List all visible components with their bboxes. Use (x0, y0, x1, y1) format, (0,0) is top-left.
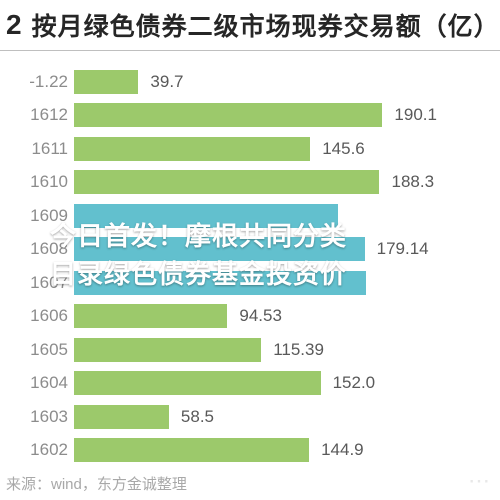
bar-value-label: 188.3 (391, 172, 434, 192)
y-axis-label: 1604 (0, 373, 74, 393)
y-axis-label: 1603 (0, 407, 74, 427)
bar (74, 438, 309, 462)
bar-value-label: 58.5 (181, 407, 214, 427)
bar-zone: 145.6 (74, 132, 500, 166)
bar-zone: 152.0 (74, 367, 500, 401)
y-axis-label: 1610 (0, 172, 74, 192)
chart-row: 1610 188.3 (0, 166, 500, 200)
y-axis-label: -1.22 (0, 72, 74, 92)
y-axis-label: 1602 (0, 440, 74, 460)
overlay-line-1: 今日首发！摩根共同分类 (50, 218, 450, 256)
bar-value-label: 144.9 (321, 440, 364, 460)
bar-zone: 58.5 (74, 400, 500, 434)
bar-value-label: 115.39 (273, 340, 324, 360)
chart-row: 1602 144.9 (0, 434, 500, 468)
header-index: 2 (6, 9, 22, 41)
bar-value-label: 145.6 (322, 139, 365, 159)
chart-header: 2 按月绿色债券二级市场现券交易额（亿） (0, 0, 500, 50)
chart-row: 1612 190.1 (0, 99, 500, 133)
bar-value-label: 39.7 (150, 72, 183, 92)
bar (74, 70, 138, 94)
chart-row: 1611 145.6 (0, 132, 500, 166)
chart-row: -1.22 39.7 (0, 65, 500, 99)
bar (74, 304, 227, 328)
y-axis-label: 1605 (0, 340, 74, 360)
chart-row: 1606 94.53 (0, 300, 500, 334)
bar (74, 338, 261, 362)
bar (74, 137, 310, 161)
overlay-headline: 今日首发！摩根共同分类 目录绿色债券基金投资价 (50, 218, 450, 293)
bar (74, 371, 321, 395)
overlay-line-2: 目录绿色债券基金投资价 (50, 256, 450, 294)
bar-value-label: 94.53 (239, 306, 282, 326)
bar-zone: 190.1 (74, 99, 500, 133)
source-footer: 来源：wind，东方金诚整理 (6, 473, 187, 494)
bar (74, 405, 169, 429)
bar (74, 103, 382, 127)
bar-zone: 115.39 (74, 333, 500, 367)
y-axis-label: 1612 (0, 105, 74, 125)
bar-zone: 39.7 (74, 65, 500, 99)
bar-zone: 94.53 (74, 300, 500, 334)
chart-row: 1604 152.0 (0, 367, 500, 401)
bar-value-label: 190.1 (394, 105, 437, 125)
bar-value-label: 152.0 (333, 373, 376, 393)
bar-zone: 188.3 (74, 166, 500, 200)
y-axis-label: 1611 (0, 139, 74, 159)
watermark-icon: ⋯ (468, 468, 490, 494)
header-title: 按月绿色债券二级市场现券交易额（亿） (32, 7, 500, 43)
bar (74, 170, 379, 194)
chart-row: 1603 58.5 (0, 400, 500, 434)
chart-row: 1605 115.39 (0, 333, 500, 367)
y-axis-label: 1606 (0, 306, 74, 326)
bar-zone: 144.9 (74, 434, 500, 468)
